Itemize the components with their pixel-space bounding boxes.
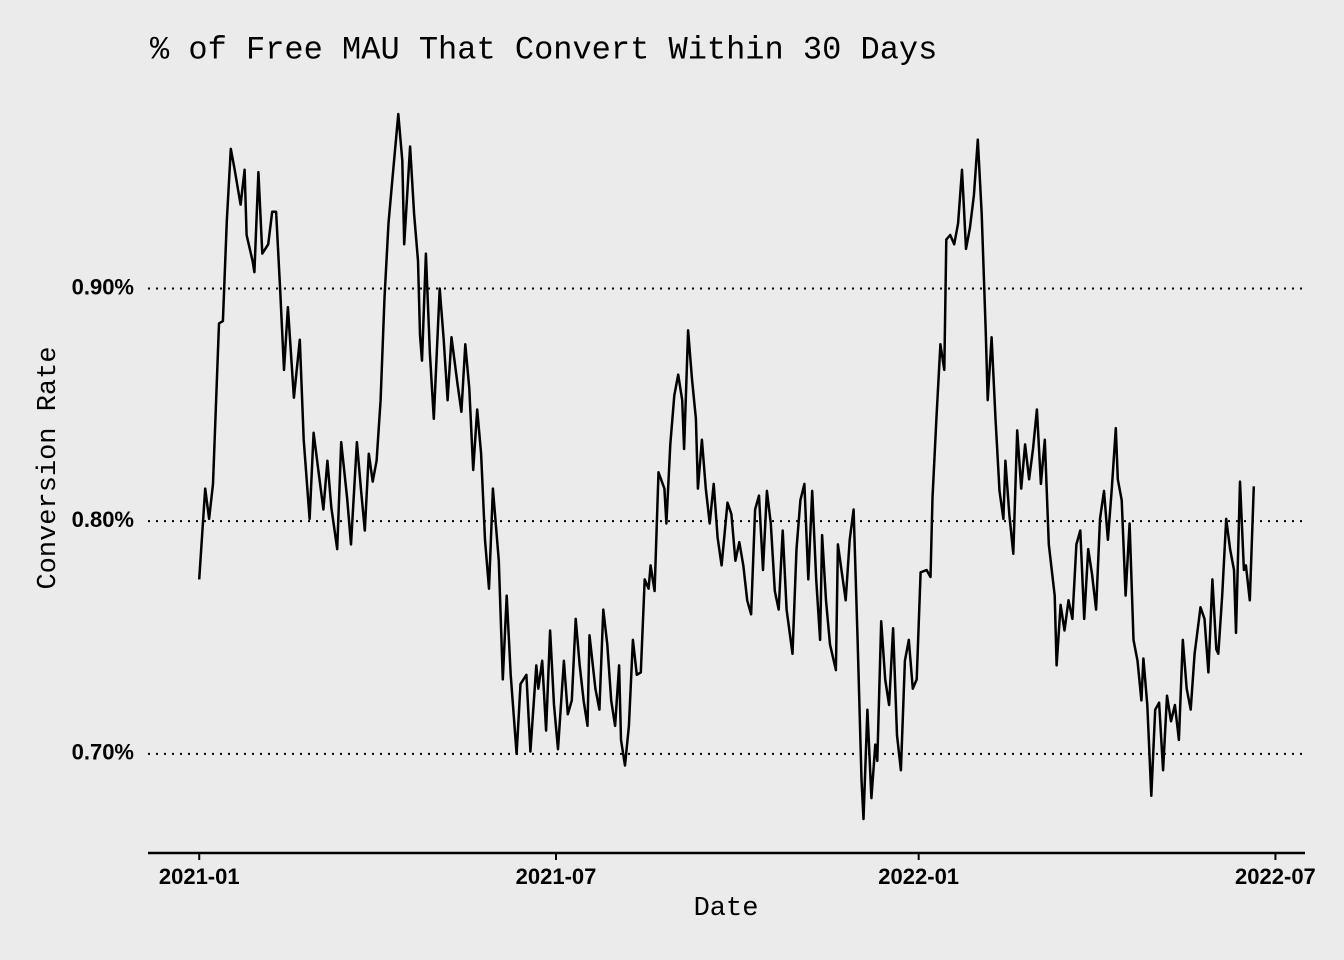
data-line [197, 112, 1256, 821]
chart-title: % of Free MAU That Convert Within 30 Day… [150, 31, 937, 68]
y-axis-label: Conversion Rate [34, 346, 64, 589]
x-tick-label: 2021-01 [159, 864, 240, 889]
x-tick-label: 2022-07 [1235, 864, 1316, 889]
y-tick-label: 0.80% [72, 507, 134, 532]
x-tick-label: 2021-07 [516, 864, 597, 889]
y-tick-label: 0.70% [72, 740, 134, 765]
x-tick-label: 2022-01 [878, 864, 959, 889]
y-tick-label: 0.90% [72, 274, 134, 299]
x-axis-label: Date [694, 894, 759, 924]
